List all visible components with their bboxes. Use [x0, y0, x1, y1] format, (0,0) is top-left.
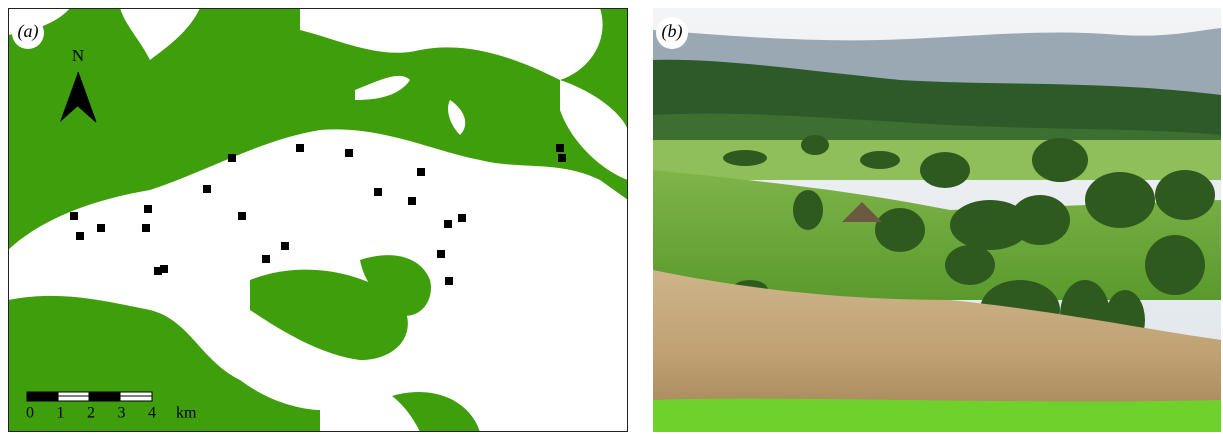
site-marker	[345, 149, 353, 157]
site-marker	[558, 154, 566, 162]
scale-label: 4	[148, 405, 156, 422]
site-marker	[417, 168, 425, 176]
site-marker	[238, 212, 246, 220]
scale-label: 2	[87, 405, 95, 422]
panel-label: (a)	[18, 21, 39, 42]
scale-label: 3	[118, 405, 126, 422]
site-marker	[281, 242, 289, 250]
site-marker	[262, 255, 270, 263]
site-marker	[556, 144, 564, 152]
panel-label: (b)	[662, 21, 683, 42]
site-marker	[228, 154, 236, 162]
site-marker	[203, 185, 211, 193]
site-marker	[160, 265, 168, 273]
site-marker	[296, 144, 304, 152]
site-marker	[458, 214, 466, 222]
site-marker	[144, 205, 152, 213]
site-marker	[374, 188, 382, 196]
site-marker	[437, 250, 445, 258]
scale-label: 0	[26, 405, 34, 422]
site-marker	[444, 220, 452, 228]
figure: N 0 1 2 3 4 km (a)	[0, 0, 1223, 434]
site-marker	[408, 197, 416, 205]
scale-bar	[27, 392, 152, 401]
map: N 0 1 2 3 4 km (a)	[8, 8, 628, 432]
site-marker	[97, 224, 105, 232]
site-marker	[76, 232, 84, 240]
scale-label: 1	[57, 405, 65, 422]
north-label: N	[72, 46, 84, 65]
site-marker	[445, 277, 453, 285]
site-marker	[142, 224, 150, 232]
site-marker	[70, 212, 78, 220]
photo: (b)	[653, 8, 1221, 432]
scale-unit: km	[176, 405, 197, 422]
